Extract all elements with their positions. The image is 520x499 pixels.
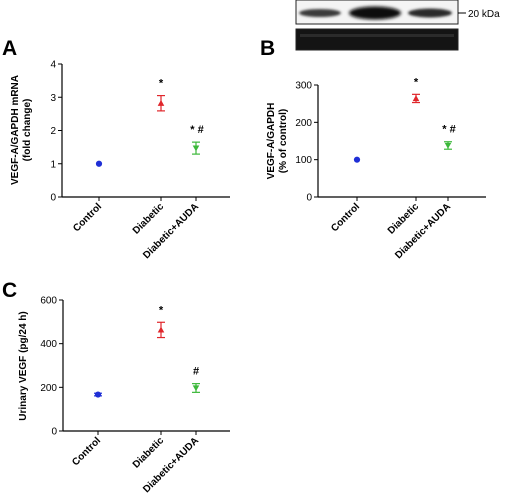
blot-band-diabetic-auda xyxy=(408,8,452,18)
x-tick-label: Control xyxy=(70,435,103,468)
x-tick-label: Diabetic xyxy=(131,435,167,471)
y-tick-label: 0 xyxy=(50,193,56,204)
panel-b: B 0 100 200 300 VEGF-A/GAPDH (% of control) Con… xyxy=(260,37,486,261)
y-axis-label: (% of control) xyxy=(278,109,289,173)
y-tick-label: 2 xyxy=(50,126,56,137)
x-tick-label: Control xyxy=(71,201,104,234)
y-axis-label: VEGF-A/GAPDH mRNA xyxy=(10,75,21,185)
western-blot: 20 kDa xyxy=(295,0,500,51)
significance-marker: * # xyxy=(190,124,203,136)
y-axis-label: Urinary VEGF (pg/24 h) xyxy=(18,311,29,420)
data-point xyxy=(444,142,452,149)
y-tick-label: 200 xyxy=(40,383,57,394)
y-tick-label: 4 xyxy=(50,60,56,71)
significance-marker: * xyxy=(414,76,419,88)
y-tick-label: 3 xyxy=(50,93,56,104)
y-tick-label: 1 xyxy=(50,159,56,170)
data-point xyxy=(157,99,165,106)
data-point xyxy=(157,326,165,333)
data-point xyxy=(192,145,200,152)
y-tick-label: 400 xyxy=(40,339,57,350)
y-tick-label: 600 xyxy=(40,296,57,307)
panel-letter: B xyxy=(260,37,275,60)
blot-strip-gapdh xyxy=(295,28,459,51)
panel-c: C 0 200 400 600 Urinary VEGF (pg/24 h) Control… xyxy=(2,279,230,495)
data-point xyxy=(95,160,103,167)
data-point xyxy=(353,156,361,163)
y-tick-label: 200 xyxy=(295,118,312,129)
significance-marker: * xyxy=(159,304,164,316)
y-axis-label: VEGF-A/GAPDH xyxy=(266,103,277,180)
y-tick-label: 100 xyxy=(295,155,312,166)
panel-letter: C xyxy=(2,279,17,302)
y-tick-label: 0 xyxy=(51,427,57,438)
panel-letter: A xyxy=(2,37,17,60)
data-point xyxy=(94,391,102,398)
x-tick-label: Diabetic xyxy=(131,201,167,237)
blot-marker-label: 20 kDa xyxy=(468,9,500,20)
y-tick-label: 0 xyxy=(306,193,312,204)
significance-marker: # xyxy=(193,366,199,378)
data-point xyxy=(412,95,420,102)
panel-a: A 0 1 2 3 4 VEGF-A/GAPDH mRNA (fold change) Cont… xyxy=(2,37,230,261)
significance-marker: * # xyxy=(442,124,455,136)
blot-band-control xyxy=(299,9,341,17)
data-point xyxy=(192,385,200,392)
y-axis-label: (fold change) xyxy=(22,99,33,162)
x-tick-label: Control xyxy=(329,201,362,234)
blot-band-gapdh-highlight xyxy=(300,34,454,37)
significance-marker: * xyxy=(159,78,164,90)
y-tick-label: 300 xyxy=(295,81,312,92)
x-tick-label: Diabetic+AUDA xyxy=(393,201,453,261)
blot-band-diabetic xyxy=(349,6,401,20)
